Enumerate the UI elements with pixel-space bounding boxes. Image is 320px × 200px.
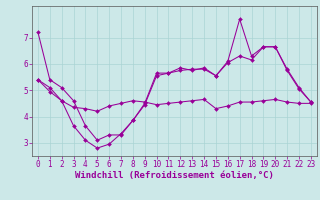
X-axis label: Windchill (Refroidissement éolien,°C): Windchill (Refroidissement éolien,°C) bbox=[75, 171, 274, 180]
